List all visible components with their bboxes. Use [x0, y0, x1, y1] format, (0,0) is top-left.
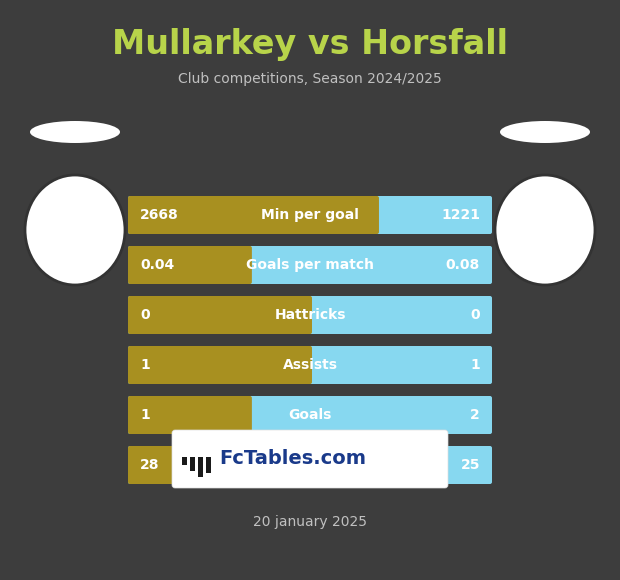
FancyBboxPatch shape: [128, 446, 322, 484]
Ellipse shape: [495, 175, 595, 285]
Text: 25: 25: [461, 458, 480, 472]
Text: Min per goal: Min per goal: [261, 208, 359, 222]
Text: Hattricks: Hattricks: [274, 308, 346, 322]
Bar: [198, 457, 203, 477]
FancyBboxPatch shape: [128, 346, 492, 384]
Text: 20 january 2025: 20 january 2025: [253, 515, 367, 529]
FancyBboxPatch shape: [128, 296, 312, 334]
Text: Goals: Goals: [288, 408, 332, 422]
Text: 1: 1: [140, 358, 150, 372]
Text: Club competitions, Season 2024/2025: Club competitions, Season 2024/2025: [178, 72, 442, 86]
FancyBboxPatch shape: [128, 446, 492, 484]
Bar: [206, 457, 211, 473]
Bar: [182, 457, 187, 465]
Text: 0: 0: [140, 308, 149, 322]
Text: FcTables.com: FcTables.com: [219, 450, 366, 469]
Text: Goals per match: Goals per match: [246, 258, 374, 272]
Text: Mullarkey vs Horsfall: Mullarkey vs Horsfall: [112, 28, 508, 61]
Text: 0: 0: [471, 308, 480, 322]
Ellipse shape: [25, 175, 125, 285]
FancyBboxPatch shape: [128, 246, 492, 284]
Text: 1: 1: [470, 358, 480, 372]
FancyBboxPatch shape: [128, 296, 492, 334]
FancyBboxPatch shape: [128, 396, 492, 434]
Text: 0.04: 0.04: [140, 258, 174, 272]
Text: 0.08: 0.08: [446, 258, 480, 272]
Bar: [190, 457, 195, 471]
FancyBboxPatch shape: [128, 246, 252, 284]
Text: 1221: 1221: [441, 208, 480, 222]
Text: 2668: 2668: [140, 208, 179, 222]
Text: 2: 2: [470, 408, 480, 422]
Text: 1: 1: [140, 408, 150, 422]
Text: Matches: Matches: [277, 458, 343, 472]
Text: 28: 28: [140, 458, 159, 472]
FancyBboxPatch shape: [128, 196, 379, 234]
FancyBboxPatch shape: [128, 396, 252, 434]
Text: Assists: Assists: [283, 358, 337, 372]
FancyBboxPatch shape: [172, 430, 448, 488]
Ellipse shape: [30, 121, 120, 143]
Ellipse shape: [500, 121, 590, 143]
FancyBboxPatch shape: [128, 346, 312, 384]
FancyBboxPatch shape: [128, 196, 492, 234]
